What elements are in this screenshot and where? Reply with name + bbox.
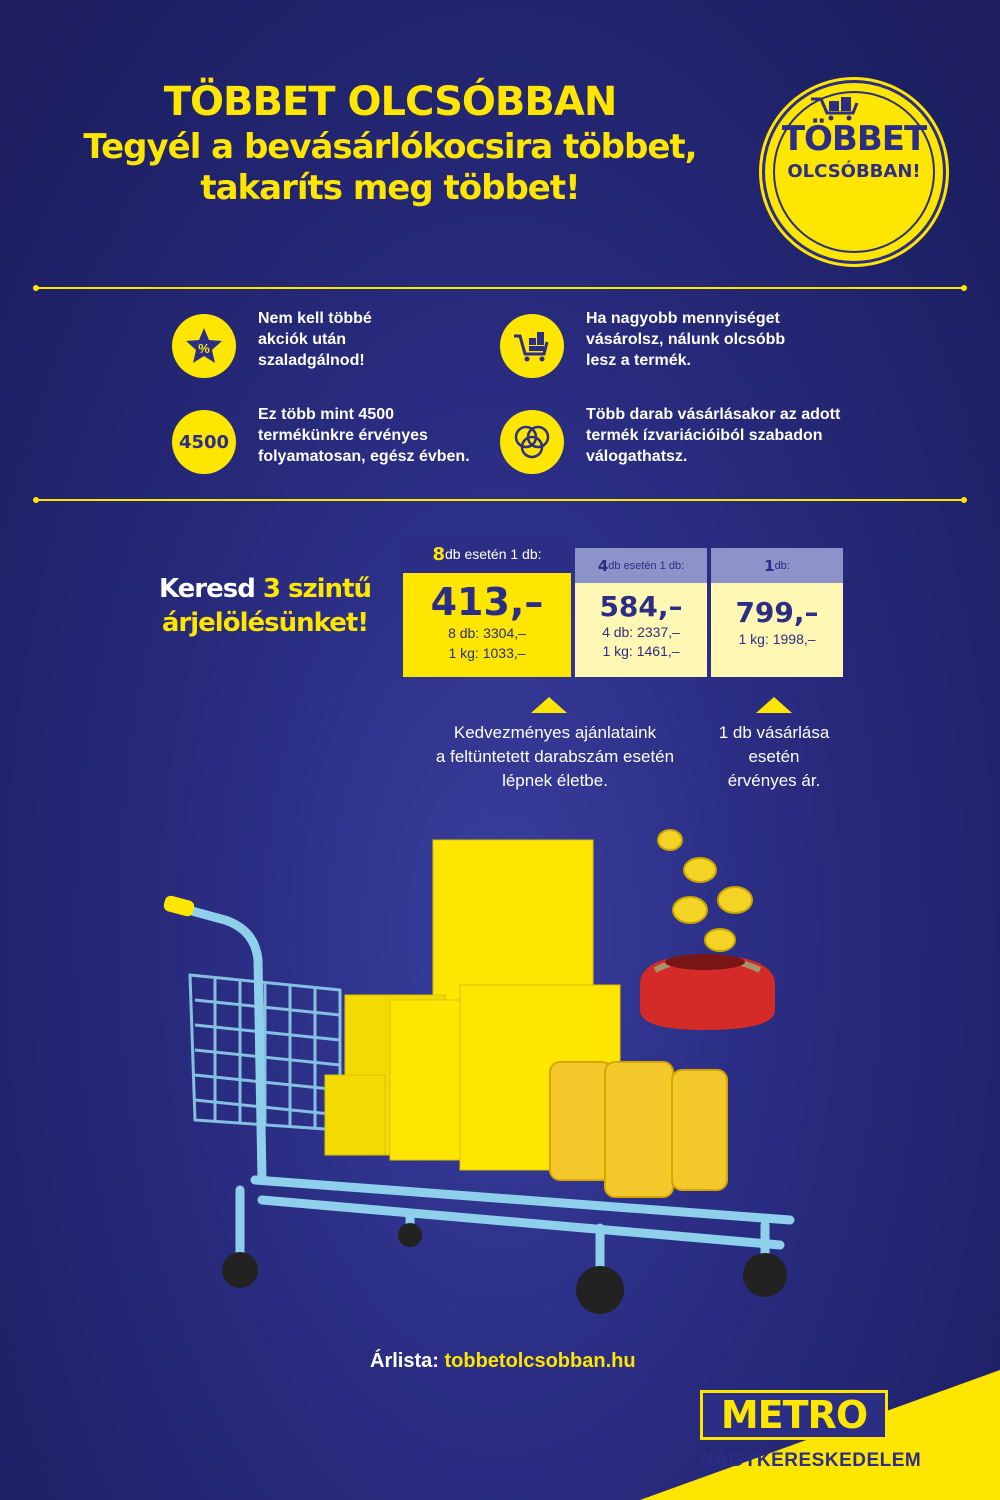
boxes-icon — [324, 839, 621, 1171]
price-value: 584,– — [599, 590, 683, 623]
brand-subtitle: NAGYKERESKEDELEM — [700, 1450, 922, 1471]
divider-bottom — [33, 497, 967, 503]
single-price-note: 1 db vásárlása esetén érvényes ár. — [718, 723, 830, 790]
shopping-cart-icon — [811, 97, 859, 121]
pointer-triangle — [531, 697, 567, 713]
price-tier-4: 4 db esetén 1 db: 584,– 4 db: 2337,– 1 k… — [575, 548, 707, 677]
headline-title: TÖBBET OLCSÓBBAN — [163, 79, 618, 125]
price-levels-heading: Keresd 3 szintű árjelölésünket! — [158, 574, 372, 638]
bags-icon — [549, 1061, 728, 1198]
star-percent-icon: % — [172, 314, 236, 378]
cart-icon — [165, 900, 795, 1285]
headline-subtitle-2: takaríts meg többet! — [200, 168, 580, 209]
badge-line-1: TÖBBET — [781, 119, 927, 159]
coins-icon — [657, 829, 753, 952]
price-tier-1: 1 db: 799,– 1 kg: 1998,– — [711, 548, 843, 677]
price-value: 413,– — [430, 580, 544, 624]
tobbet-olcsobban-badge: TÖBBET OLCSÓBBAN! — [762, 80, 946, 264]
cart-illustration — [163, 829, 795, 1314]
feature-text: Több darab vásárlásakor az adott termék … — [586, 406, 841, 465]
feature-text: Ha nagyobb mennyiséget vásárolsz, nálunk… — [586, 310, 786, 369]
overlapping-circles-icon — [500, 410, 564, 474]
4500-icon: 4500 — [172, 410, 236, 474]
price-value: 799,– — [735, 596, 819, 629]
headline: TÖBBET OLCSÓBBAN Tegyél a bevásárlókocsi… — [60, 78, 720, 210]
cart-boxes-icon — [500, 314, 564, 378]
badge-line-2: OLCSÓBBAN! — [787, 161, 921, 182]
metro-logo: METRO — [700, 1390, 888, 1440]
headline-subtitle-1: Tegyél a bevásárlókocsira többet, — [83, 126, 697, 167]
purse-icon — [640, 954, 775, 1030]
price-list-link[interactable]: Árlista: tobbetolcsobban.hu — [370, 1350, 636, 1372]
discount-note: Kedvezményes ajánlataink a feltüntetett … — [435, 723, 675, 790]
price-tier-8: 8 db esetén 1 db: 413,– 8 db: 3304,– 1 k… — [403, 535, 571, 677]
pointer-triangle — [756, 697, 792, 713]
wheels-icon — [222, 1223, 787, 1314]
svg-text:%: % — [198, 341, 210, 356]
divider-top — [33, 285, 967, 291]
feature-text: Ez több mint 4500 termékünkre érvényes f… — [258, 406, 470, 465]
feature-text: Nem kell többé akciók után szaladgálnod! — [258, 310, 372, 369]
